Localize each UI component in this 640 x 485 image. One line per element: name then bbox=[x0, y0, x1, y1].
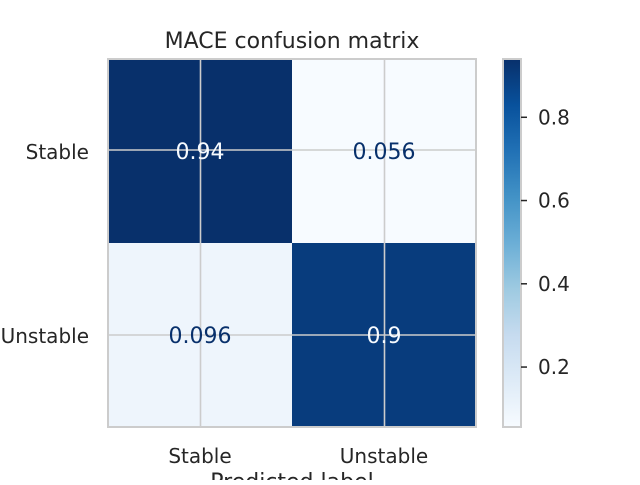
colorbar bbox=[502, 58, 522, 428]
colorbar-tick-label: 0.8 bbox=[538, 105, 570, 129]
colorbar-tick-label: 0.2 bbox=[538, 355, 570, 379]
matrix-grid bbox=[108, 59, 476, 427]
cell-value-label: 0.94 bbox=[176, 140, 225, 165]
y-tick-label: Stable bbox=[26, 140, 89, 164]
matrix-cells bbox=[108, 59, 477, 428]
cell-value-label: 0.9 bbox=[367, 324, 402, 349]
matrix-frame bbox=[107, 58, 477, 428]
cell-value-label: 0.056 bbox=[353, 140, 416, 165]
colorbar-ticks: 0.2 0.4 0.6 0.8 bbox=[521, 105, 570, 379]
x-tick-label: Unstable bbox=[340, 444, 428, 468]
x-axis-ticks: Stable Unstable bbox=[168, 444, 428, 468]
x-axis-label: Predicted label bbox=[210, 470, 373, 480]
colorbar-tick-label: 0.4 bbox=[538, 272, 570, 296]
chart-title: MACE confusion matrix bbox=[165, 29, 420, 54]
matrix-value-labels: 0.94 0.056 0.096 0.9 bbox=[169, 140, 416, 349]
colorbar-tick-label: 0.6 bbox=[538, 189, 570, 213]
cell-value-label: 0.096 bbox=[169, 324, 232, 349]
y-tick-label: Unstable bbox=[1, 324, 89, 348]
x-tick-label: Stable bbox=[168, 444, 231, 468]
y-axis-ticks: Stable Unstable bbox=[1, 140, 89, 348]
